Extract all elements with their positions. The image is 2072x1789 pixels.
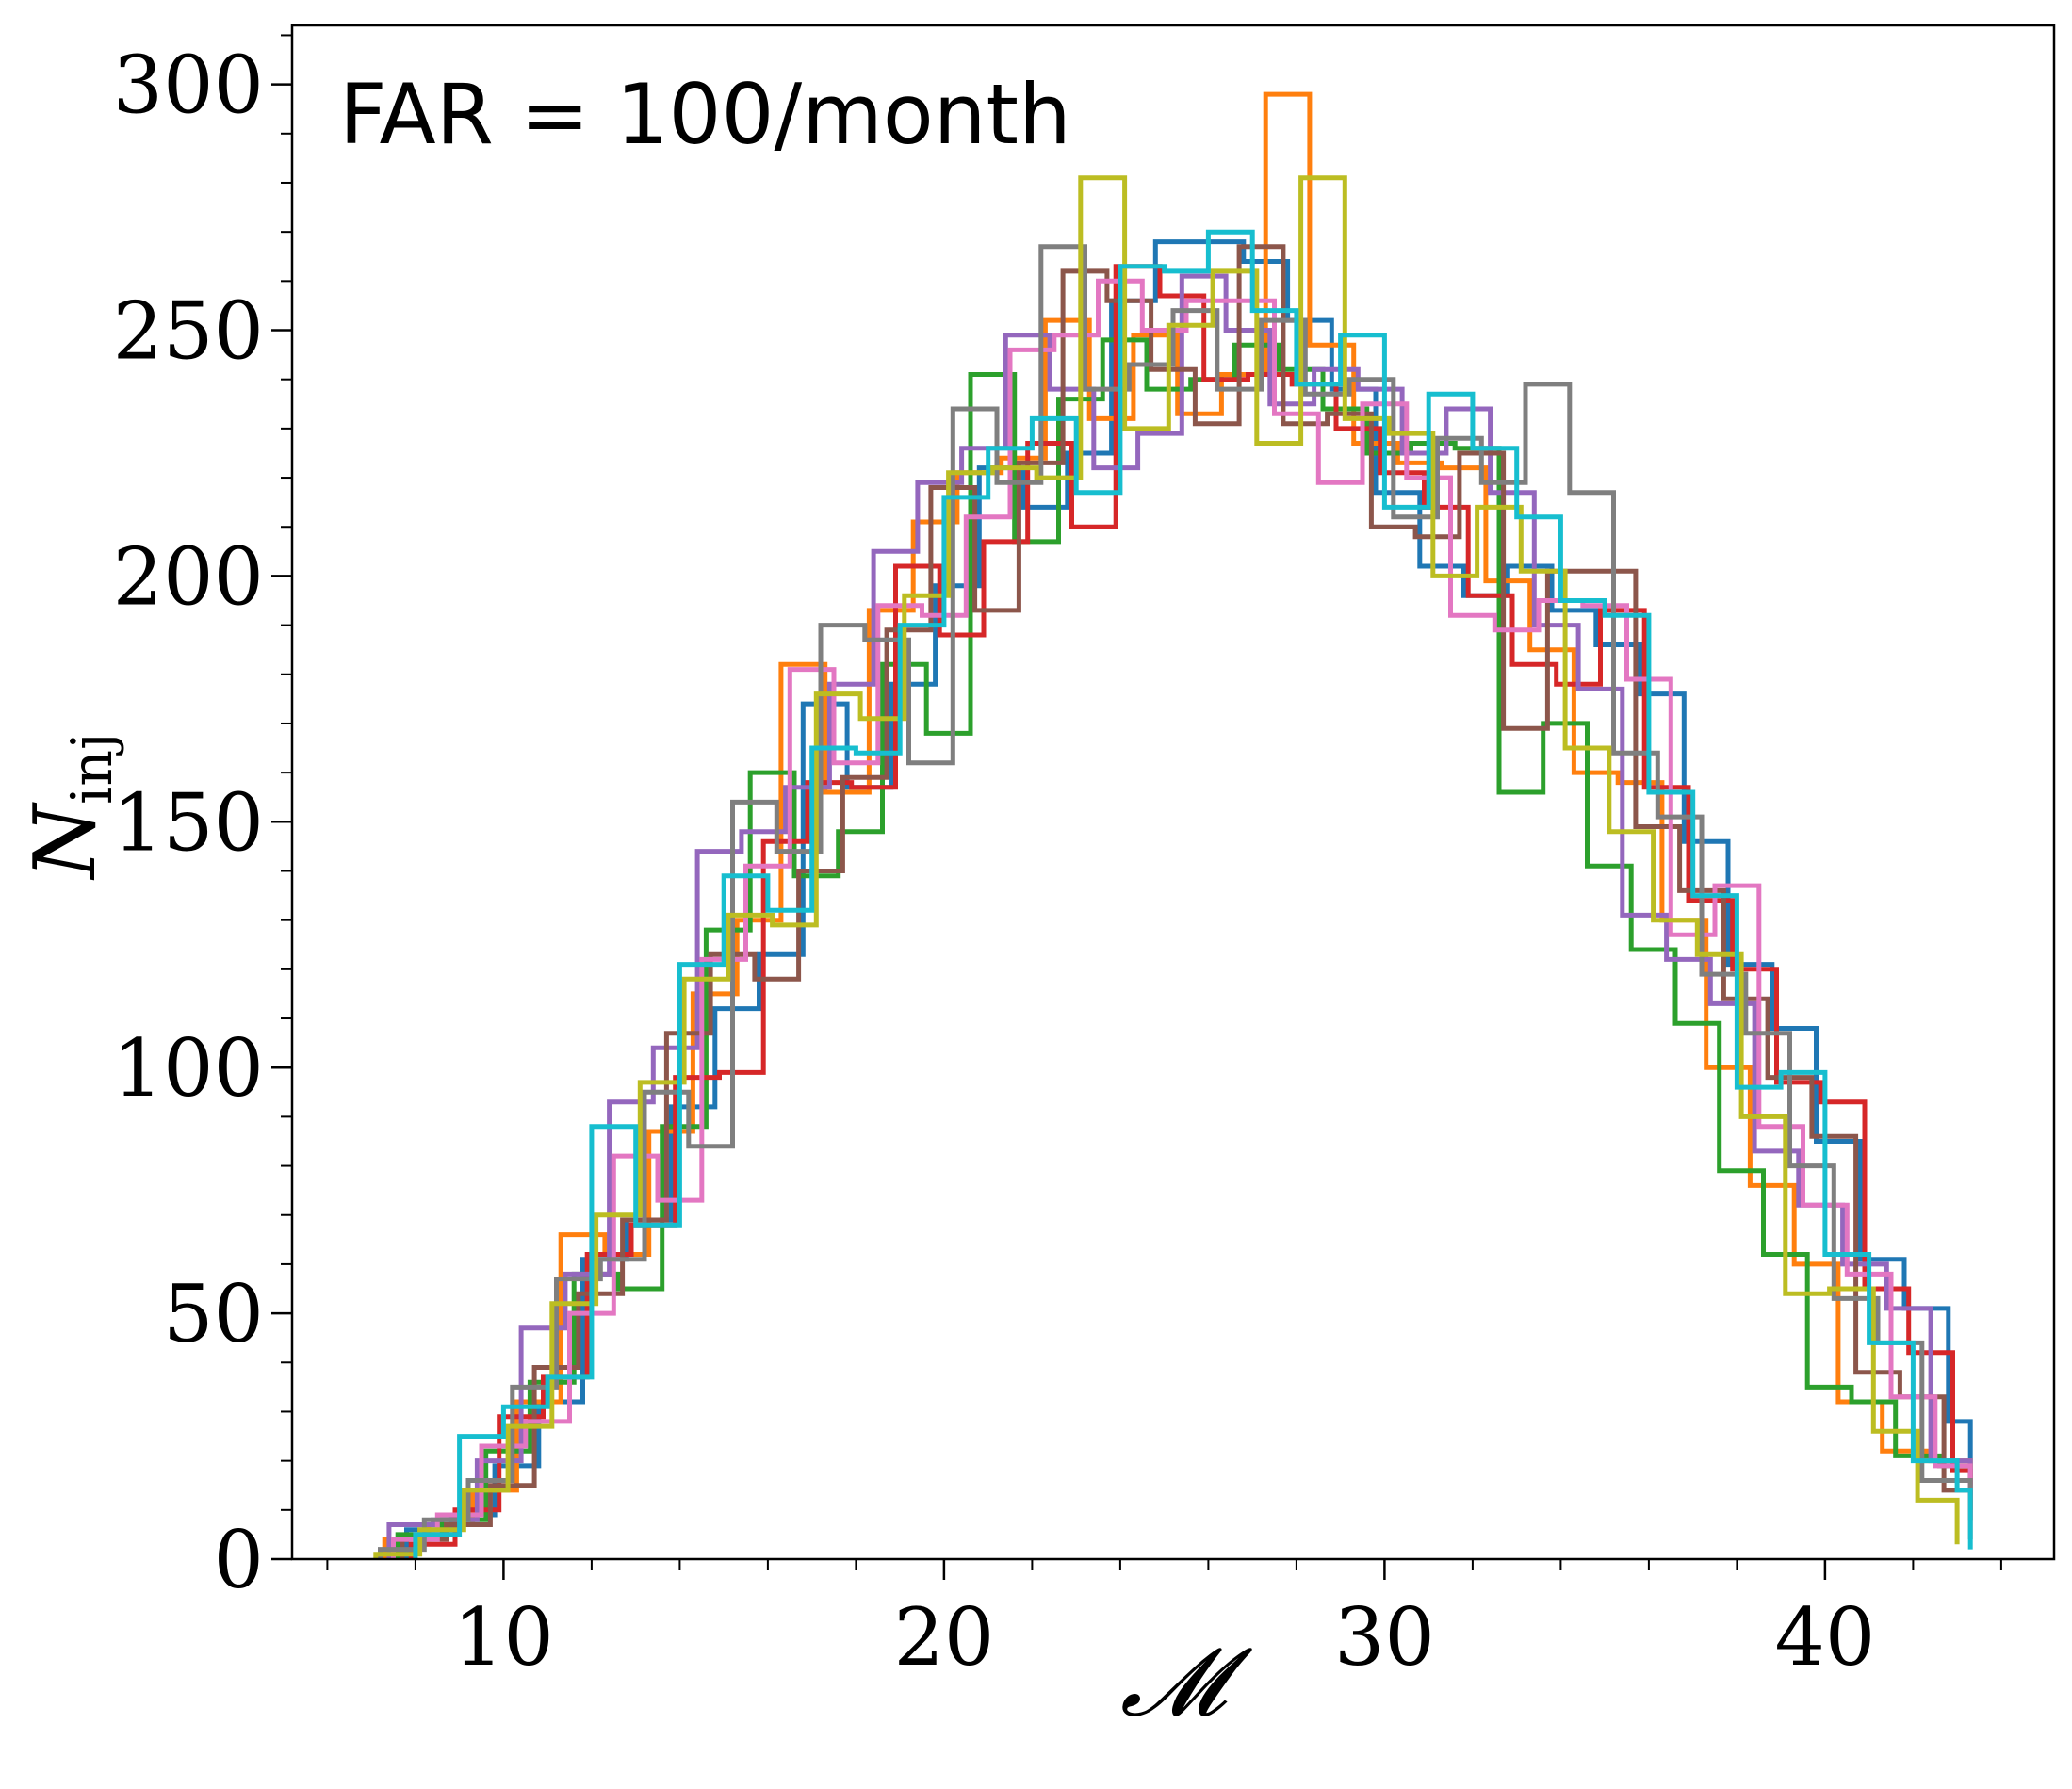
y-tick-label: 50 [163, 1268, 264, 1360]
x-tick-label: 30 [1334, 1591, 1435, 1683]
x-tick-label: 40 [1774, 1591, 1875, 1683]
histogram-series-3 [395, 337, 1973, 1559]
histogram-series-10 [413, 229, 1973, 1559]
annotation-label: FAR = 100/month [339, 66, 1071, 163]
histogram-series-6 [400, 244, 1973, 1559]
histogram-series-1 [404, 239, 1973, 1559]
y-tick-label: 250 [113, 285, 264, 378]
series-layer [373, 91, 1973, 1559]
histogram-series-2 [382, 91, 1973, 1559]
plot-frame [290, 24, 2056, 1561]
y-axis-title-main: N [16, 802, 115, 881]
y-axis-ticks: 0 50 100 150 200 250 300 [113, 34, 292, 1606]
y-tick-label: 0 [214, 1514, 264, 1606]
y-tick-label: 200 [113, 530, 264, 623]
y-tick-label: 150 [113, 776, 264, 869]
y-tick-label: 100 [113, 1022, 264, 1114]
x-tick-label: 20 [893, 1591, 994, 1683]
histogram-series-9 [373, 175, 1960, 1559]
svg-text:Ninj: Ninj [16, 732, 125, 880]
histogram-series-7 [391, 278, 1973, 1559]
x-tick-label: 10 [453, 1591, 554, 1683]
y-axis-title-subscript: inj [59, 732, 125, 804]
x-axis-ticks: 10 20 30 40 [326, 1559, 2002, 1683]
histogram-series-8 [378, 244, 1973, 1559]
y-tick-label: 300 [113, 40, 264, 132]
y-axis-title: Ninj [16, 732, 125, 880]
